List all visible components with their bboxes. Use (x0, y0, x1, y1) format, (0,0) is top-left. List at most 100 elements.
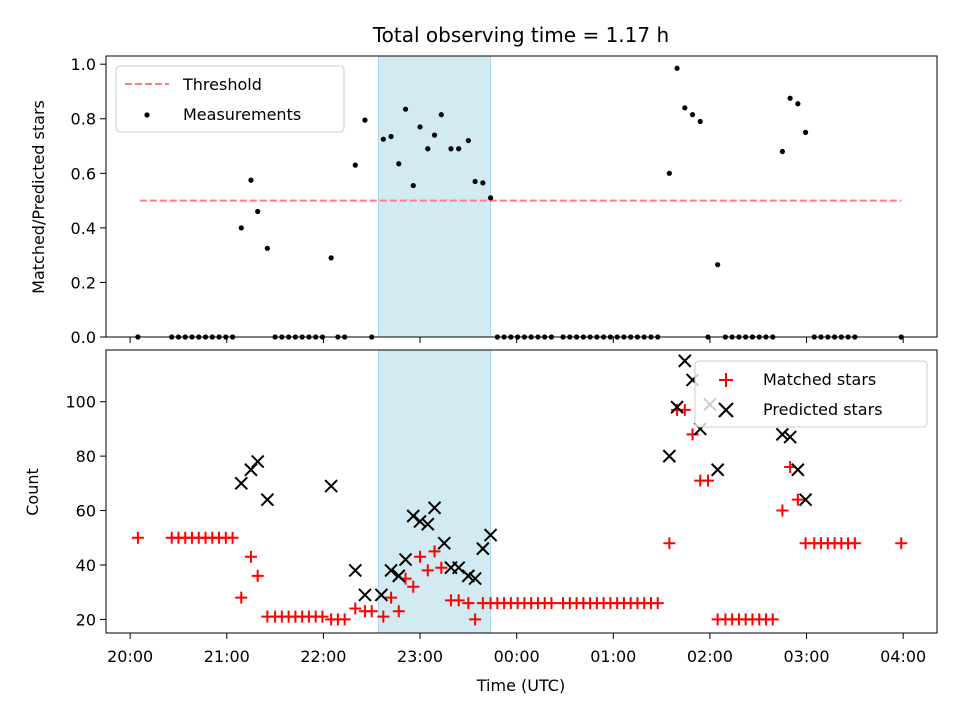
measurement-point (487, 195, 494, 201)
bottom-plot-frame (105, 349, 938, 634)
matched-stars-series (131, 403, 908, 626)
top-y-tick-label: 0.6 (71, 164, 96, 183)
predicted-point (392, 569, 406, 583)
matched-legend-swatch (719, 373, 733, 387)
bottom-y-ticks: 20 40 60 80 100 (65, 393, 106, 629)
top-y-tick-label: 0.8 (71, 110, 96, 129)
matched-point (686, 428, 699, 441)
matched-point (766, 613, 779, 626)
top-legend-box (115, 65, 345, 133)
matched-point (244, 550, 257, 563)
predicted-point (775, 427, 790, 442)
bottom-data-layer (131, 354, 908, 626)
predicted-point (250, 454, 265, 469)
chart-title: Total observing time = 1.17 h (372, 23, 669, 47)
matched-point (235, 591, 248, 604)
measurement-point (779, 148, 785, 155)
predicted-point (783, 430, 797, 444)
predicted-point (358, 588, 372, 602)
predicted-point (468, 571, 482, 586)
measurements-legend-swatch (144, 112, 150, 118)
measurement-point (396, 161, 402, 167)
measurement-point (264, 245, 270, 251)
predicted-point (678, 354, 692, 368)
x-axis-label: Time (UTC) (476, 676, 565, 695)
predicted-legend-label: Predicted stars (763, 400, 883, 419)
measurement-point (697, 118, 703, 125)
x-tick-label: 03:00 (783, 647, 829, 666)
matched-point (338, 613, 351, 626)
x-tick-label: 04:00 (880, 647, 926, 666)
x-tick-label: 01:00 (590, 647, 636, 666)
measurement-point (248, 177, 254, 183)
predicted-point (413, 514, 427, 529)
predicted-point (461, 569, 476, 583)
matched-point (791, 493, 804, 506)
predicted-point (384, 563, 398, 578)
matched-point (421, 564, 434, 577)
bottom-y-tick-label: 40 (76, 556, 96, 575)
measurement-point (255, 208, 261, 215)
predicted-stars-series (234, 354, 813, 602)
measurement-point (388, 133, 394, 140)
top-y-axis-label: Matched/Predicted stars (29, 100, 48, 294)
predicted-point (374, 588, 389, 602)
predicted-point (421, 517, 435, 531)
top-shaded-span (377, 55, 492, 338)
measurement-point (328, 255, 334, 261)
bottom-y-tick-label: 60 (76, 502, 96, 521)
matched-point (776, 504, 789, 517)
measurement-point (438, 112, 444, 118)
predicted-point (324, 479, 338, 493)
bottom-panel: 20 40 60 80 100 20:00 21:00 22:00 23:00 00:00 01:… (23, 349, 938, 695)
matched-point (663, 537, 676, 550)
matched-point (131, 531, 144, 544)
measurement-point (456, 146, 462, 152)
top-y-tick-label: 0.2 (71, 273, 96, 292)
predicted-point (260, 492, 275, 507)
top-shade-layer (377, 55, 492, 338)
matched-point (895, 537, 908, 550)
measurement-point (238, 225, 244, 231)
predicted-point (670, 400, 684, 414)
measurement-point (352, 162, 358, 168)
predicted-point (437, 536, 451, 550)
measurement-point (480, 180, 486, 186)
matched-point (428, 545, 441, 558)
measurement-point (787, 95, 793, 101)
matched-point (435, 561, 448, 574)
matched-point (377, 610, 390, 623)
measurement-point (666, 170, 672, 176)
matched-point (349, 602, 362, 615)
bottom-x-ticks: 20:00 21:00 22:00 23:00 00:00 01:00 02:00 03:00… (107, 633, 926, 666)
top-y-tick-label: 0.4 (71, 219, 96, 238)
bottom-shade-layer (377, 349, 492, 634)
threshold-legend-label: Threshold (182, 75, 262, 94)
top-y-tick-label: 1.0 (71, 55, 96, 74)
matched-point (226, 531, 239, 544)
predicted-point (662, 449, 677, 463)
predicted-point (234, 476, 248, 491)
bottom-shaded-span (377, 349, 492, 634)
matched-point (545, 597, 558, 610)
top-x-ticks (129, 337, 904, 343)
measurement-point (425, 146, 431, 152)
bottom-y-tick-label: 100 (65, 393, 96, 412)
predicted-point (451, 560, 466, 575)
x-tick-label: 23:00 (397, 647, 443, 666)
matched-point (414, 550, 427, 563)
matched-point (651, 597, 664, 610)
measurement-point (380, 136, 386, 142)
predicted-point (348, 563, 363, 578)
measurement-point (674, 65, 680, 71)
predicted-legend-swatch (718, 402, 734, 418)
matched-point (469, 613, 482, 626)
measurement-point (795, 101, 801, 107)
matched-point (385, 591, 398, 604)
measurement-point (448, 146, 454, 152)
measurement-point (802, 129, 809, 135)
measurement-point (715, 262, 721, 268)
predicted-point (398, 552, 413, 567)
matched-point (365, 605, 378, 618)
